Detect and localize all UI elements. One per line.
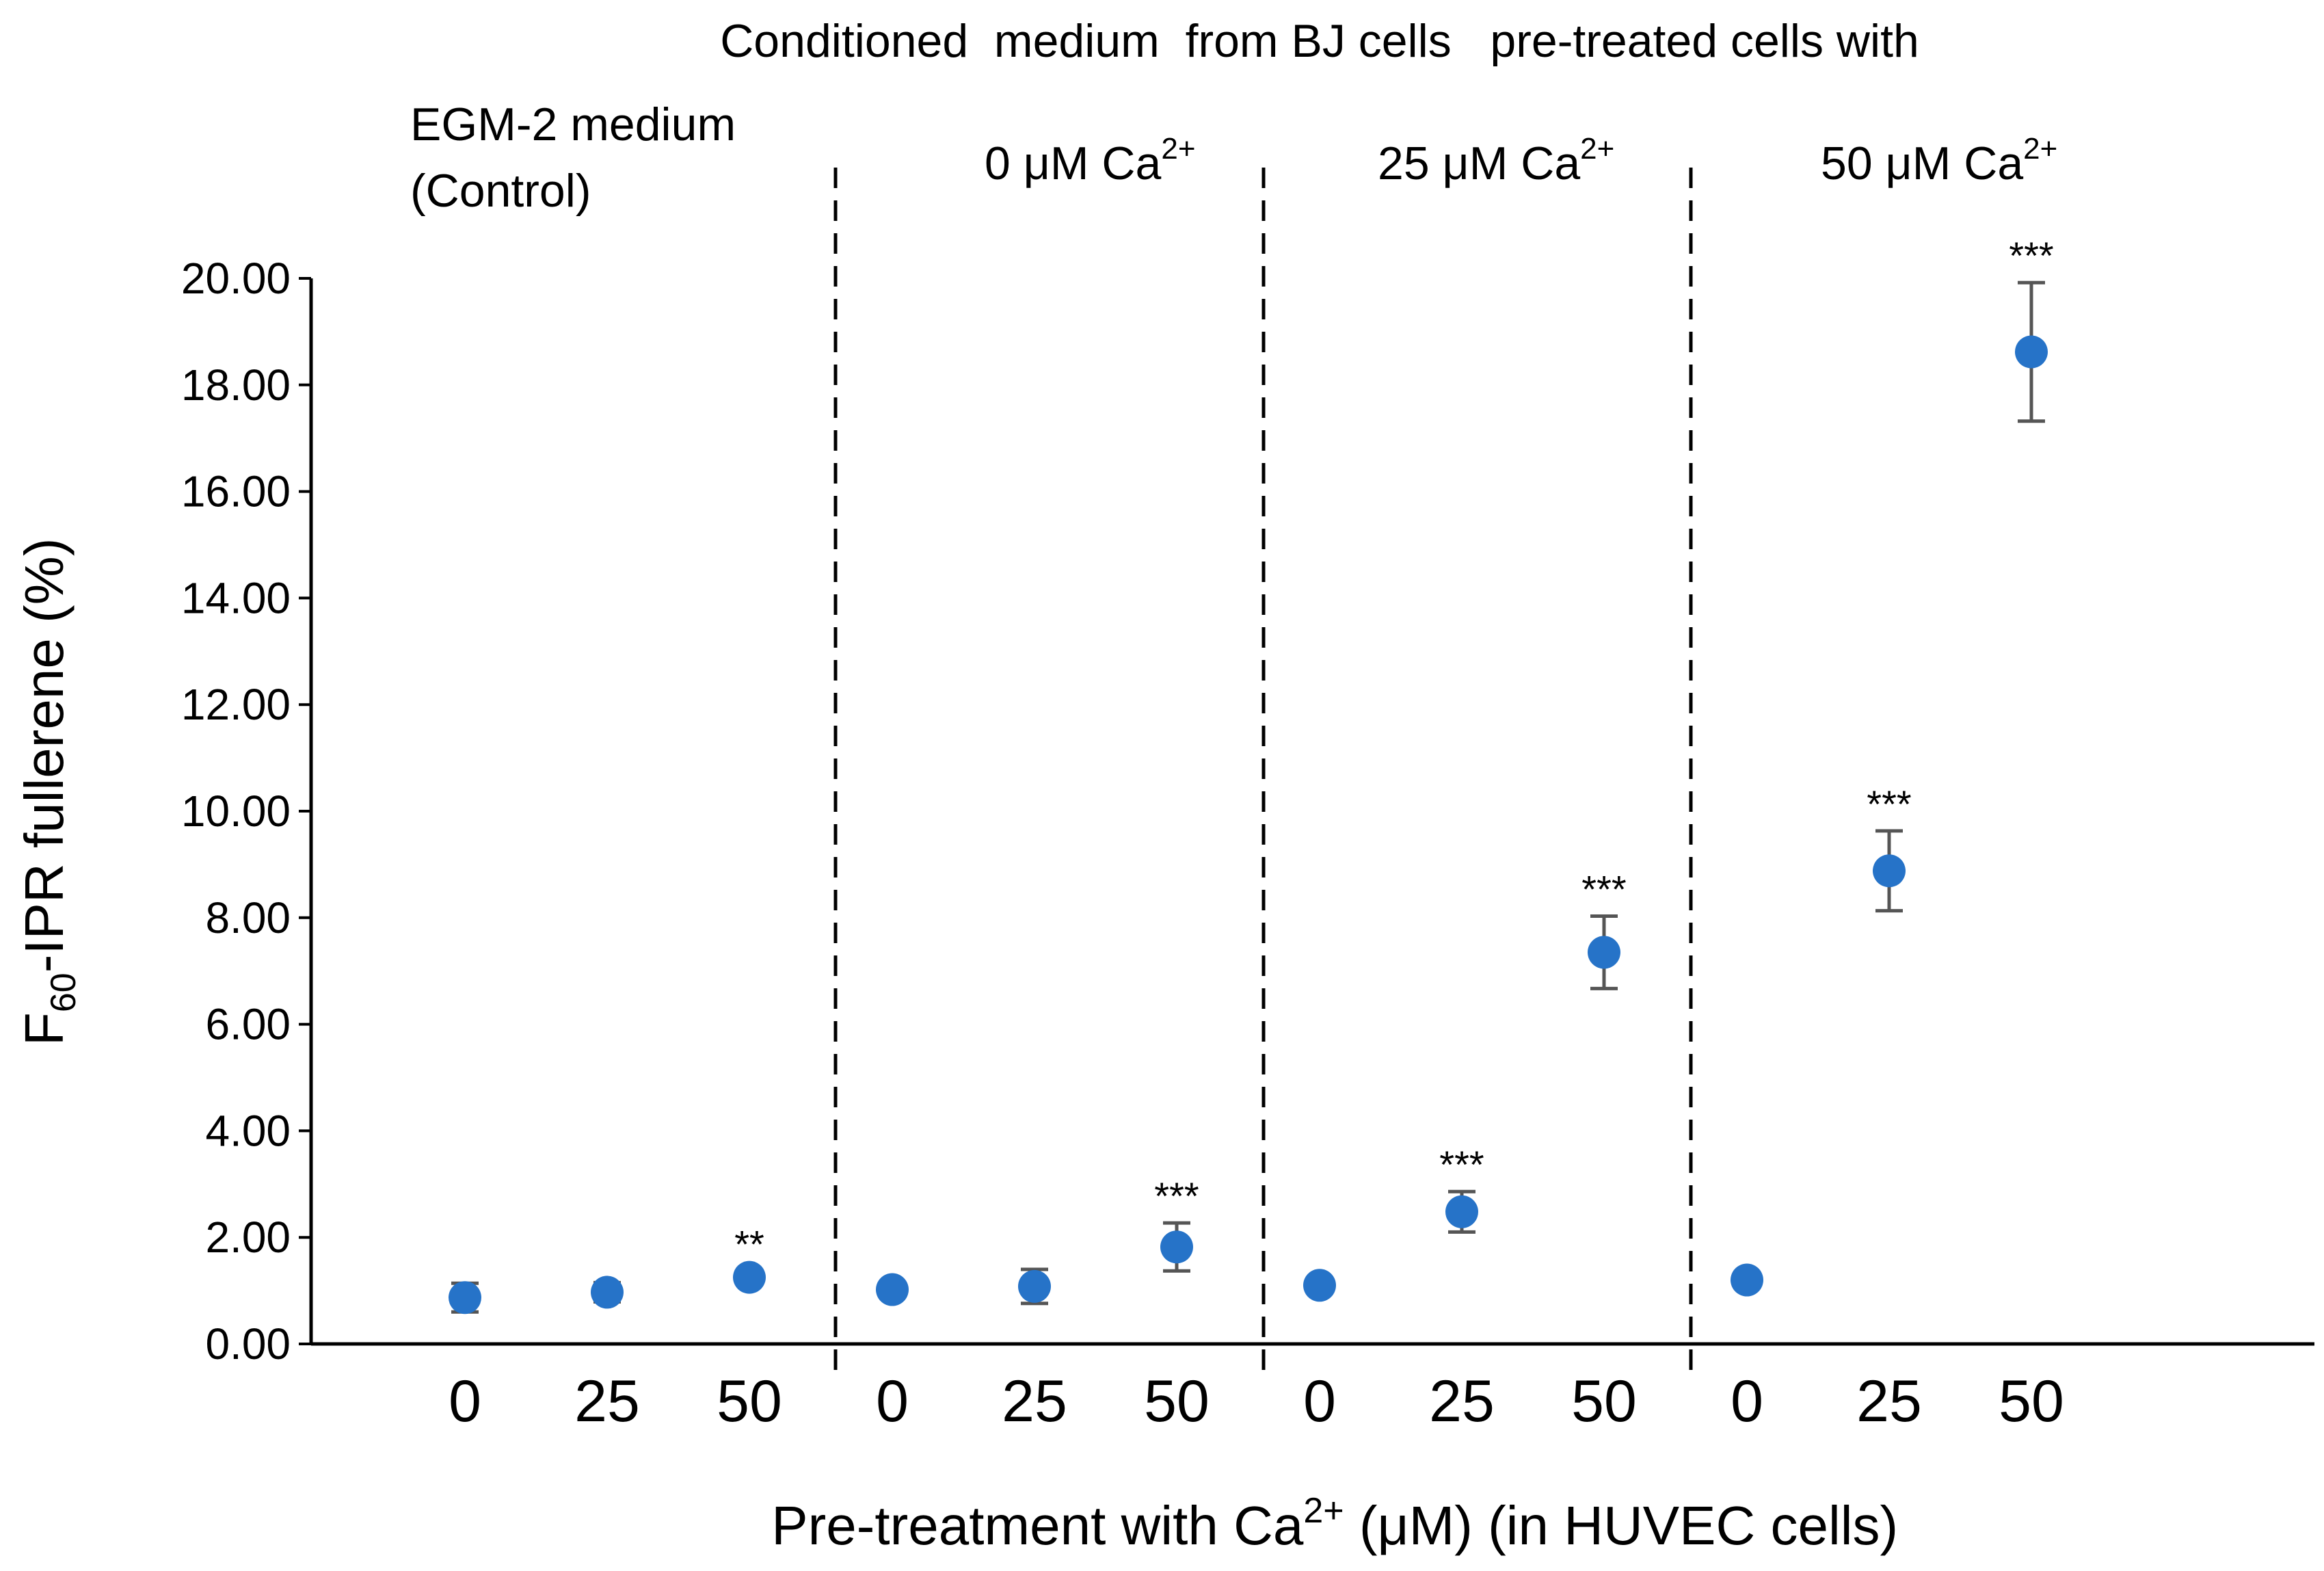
x-tick-label: 0 [1731, 1369, 1763, 1434]
x-tick-label: 0 [449, 1369, 481, 1434]
y-tick-label: 0.00 [205, 1319, 291, 1369]
group-label: (Control) [410, 165, 591, 217]
significance-label: *** [1154, 1174, 1199, 1217]
x-axis-title-sup: 2+ [1303, 1491, 1344, 1531]
group-dividers [833, 168, 1693, 1382]
data-point [1160, 1230, 1193, 1264]
x-tick-labels: 0 25 50 0 25 50 0 25 50 0 25 50 [449, 1369, 2064, 1434]
x-tick-label: 50 [1144, 1369, 1210, 1434]
group-label: EGM-2 medium [410, 98, 736, 150]
x-tick-label: 0 [1303, 1369, 1336, 1434]
data-point [2015, 335, 2048, 369]
group-label: 50 μM Ca2+ [1821, 132, 2057, 189]
y-tick-label: 12.00 [181, 680, 291, 729]
data-point [1445, 1195, 1478, 1228]
y-tick-label: 20.00 [181, 254, 291, 303]
x-tick-label: 50 [717, 1369, 782, 1434]
data-point [733, 1260, 766, 1294]
significance-label: *** [1867, 782, 1911, 826]
x-tick-label: 50 [1999, 1369, 2064, 1434]
axes [299, 277, 2314, 1346]
group-labels: EGM-2 medium (Control) 0 μM Ca2+ 25 μM Ca2+… [410, 98, 2057, 217]
group-label: 0 μM Ca2+ [985, 132, 1196, 189]
data-points: ***************** [449, 234, 2054, 1315]
y-tick-label: 8.00 [205, 893, 291, 942]
data-point [591, 1276, 624, 1309]
x-axis-title: Pre-treatment with Ca2+ (μM) (in HUVEC c… [695, 1491, 1944, 1556]
group-label: 25 μM Ca2+ [1378, 132, 1614, 189]
y-axis-title: F60-IPR fullerene (%) [14, 492, 83, 1122]
data-point [1731, 1263, 1763, 1297]
x-tick-label: 25 [1856, 1369, 1922, 1434]
x-axis-title-suffix: (μM) (in HUVEC cells) [1344, 1495, 1899, 1556]
y-tick-label: 14.00 [181, 573, 291, 622]
significance-label: *** [2009, 234, 2053, 277]
x-tick-label: 50 [1571, 1369, 1637, 1434]
y-tick-label: 4.00 [205, 1106, 291, 1155]
data-point [1018, 1269, 1051, 1303]
y-tick-label: 16.00 [181, 467, 291, 516]
x-tick-label: 25 [1429, 1369, 1495, 1434]
significance-label: *** [1439, 1143, 1484, 1186]
y-tick-label: 18.00 [181, 360, 291, 410]
x-tick-label: 0 [876, 1369, 909, 1434]
data-point [1588, 936, 1620, 969]
y-tick-labels: 0.00 2.00 4.00 6.00 8.00 10.00 12.00 14.00 16.00… [181, 254, 291, 1369]
y-tick-label: 6.00 [205, 1000, 291, 1049]
significance-label: *** [1581, 867, 1626, 910]
y-axis-title-sub: 60 [44, 973, 83, 1012]
data-point [449, 1281, 481, 1315]
y-axis-title-main: F [14, 1012, 75, 1046]
x-tick-label: 25 [1002, 1369, 1067, 1434]
x-axis-title-prefix: Pre-treatment with Ca [771, 1495, 1304, 1556]
data-point [876, 1273, 909, 1306]
significance-label: ** [734, 1222, 764, 1265]
data-point [1873, 854, 1906, 888]
y-axis-title-rest: -IPR fullerene (%) [14, 538, 75, 973]
y-tick-label: 2.00 [205, 1213, 291, 1262]
data-point [1303, 1269, 1336, 1302]
header-label: Conditioned medium from BJ cells pre-tre… [720, 15, 1919, 67]
y-tick-label: 10.00 [181, 787, 291, 836]
x-tick-label: 25 [574, 1369, 640, 1434]
